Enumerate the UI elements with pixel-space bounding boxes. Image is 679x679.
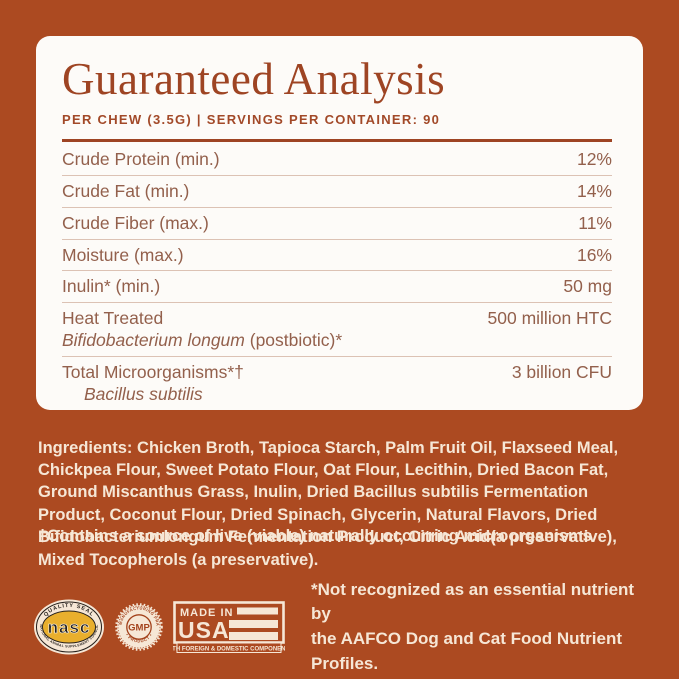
analysis-row: Crude Fat (min.) 14% — [62, 176, 612, 208]
usa-line2: USA — [178, 617, 230, 643]
aafco-note: *Not recognized as an essential nutrient… — [311, 578, 653, 677]
nutrient-label: Total Microorganisms*† Bacillus subtilis — [62, 362, 244, 404]
analysis-table: Crude Protein (min.) 12% Crude Fat (min.… — [62, 144, 612, 410]
analysis-row: Crude Protein (min.) 12% — [62, 144, 612, 176]
analysis-row: Total Microorganisms*† Bacillus subtilis… — [62, 357, 612, 410]
gmp-wordmark: GMP — [128, 623, 150, 634]
nutrient-label: Heat Treated Bifidobacterium longum (pos… — [62, 308, 343, 351]
analysis-row: Inulin* (min.) 50 mg — [62, 271, 612, 304]
usa-line3: WITH FOREIGN & DOMESTIC COMPONENTS — [173, 646, 285, 652]
analysis-row: Moisture (max.) 16% — [62, 240, 612, 272]
analysis-row: Crude Fiber (max.) 11% — [62, 208, 612, 240]
ingredients-label: Ingredients: — [38, 438, 133, 457]
usa-line1: MADE IN — [180, 607, 233, 619]
nutrient-value: 12% — [576, 148, 612, 169]
ingredients-text: Ingredients: Chicken Broth, Tapioca Star… — [38, 438, 619, 569]
nutrient-value: 500 million HTC — [487, 308, 612, 329]
guaranteed-analysis-card: Guaranteed Analysis PER CHEW (3.5G) | SE… — [36, 36, 643, 410]
nutrient-value: 11% — [578, 212, 612, 233]
analysis-row: Heat Treated Bifidobacterium longum (pos… — [62, 303, 612, 358]
nutrient-label: Crude Fiber (max.) — [62, 212, 209, 233]
nutrient-value: 3 billion CFU — [511, 362, 612, 383]
made-in-usa-badge: MADE IN USA WITH FOREIGN & DOMESTIC COMP… — [173, 601, 285, 653]
aafco-note-line1: *Not recognized as an essential nutrient… — [311, 579, 635, 624]
serving-info: PER CHEW (3.5G) | SERVINGS PER CONTAINER… — [62, 111, 441, 127]
header-rule — [62, 138, 612, 142]
nutrient-label: Crude Protein (min.) — [62, 148, 220, 169]
viable-organisms-note: †Contains a source of live (viable) natu… — [38, 527, 592, 545]
nutrient-value: 14% — [576, 180, 612, 201]
nutrient-label: Crude Fat (min.) — [62, 180, 190, 201]
nutrient-label: Moisture (max.) — [62, 244, 184, 265]
aafco-note-line2: the AAFCO Dog and Cat Food Nutrient Prof… — [311, 629, 623, 673]
gmp-seal: GOOD MANUFACTURING PRACTICE • PRODUCT • … — [115, 603, 163, 651]
organism-name: Bifidobacterium longum — [62, 330, 245, 351]
organism-name: Bacillus subtilis — [84, 383, 203, 404]
nutrient-value: 50 mg — [563, 276, 612, 297]
nasc-quality-seal: QUALITY SEAL NATIONAL ANIMAL SUPPLEMENT … — [34, 599, 104, 655]
nutrient-label: Inulin* (min.) — [62, 276, 161, 297]
nutrient-value: 16% — [576, 244, 612, 265]
nasc-wordmark: nasc — [48, 618, 91, 637]
footer: QUALITY SEAL NATIONAL ANIMAL SUPPLEMENT … — [33, 580, 653, 673]
analysis-title: Guaranteed Analysis — [62, 54, 446, 104]
